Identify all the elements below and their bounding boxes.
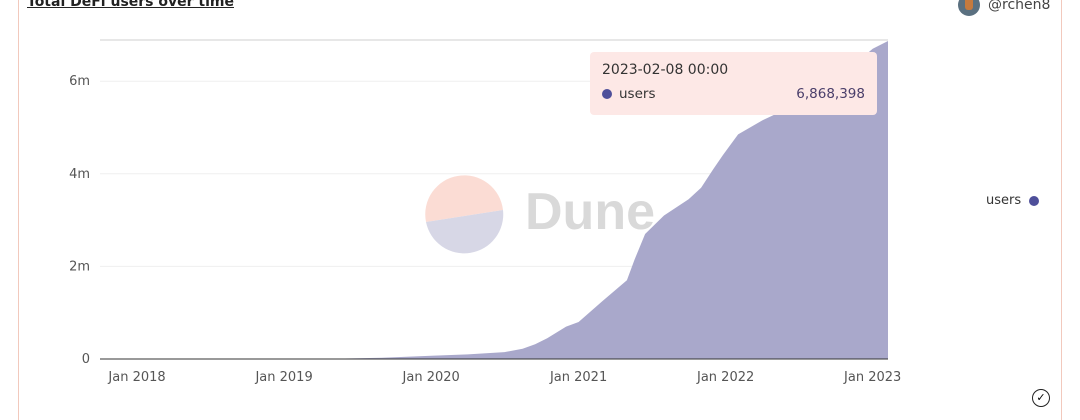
- y-tick-label: 2m: [69, 259, 90, 274]
- tooltip-date: 2023-02-08 00:00: [602, 62, 729, 78]
- tooltip-value: 6,868,398: [796, 86, 865, 102]
- author-name: @rchen8: [988, 0, 1051, 13]
- x-tick-label: Jan 2018: [107, 370, 165, 385]
- x-tick-label: Jan 2020: [402, 370, 460, 385]
- area-chart: 0 2m 4m 6m Jan 2018 Jan 2019 Jan 2020 Jan 2021 J…: [69, 39, 901, 385]
- author[interactable]: @rchen8: [958, 0, 1050, 16]
- avatar: [958, 0, 980, 16]
- check-circle-icon[interactable]: ✓: [1032, 389, 1050, 407]
- chart-title[interactable]: Total DeFi users over time: [27, 0, 234, 10]
- x-tick-label: Jan 2019: [254, 370, 312, 385]
- x-tick-label: Jan 2023: [843, 370, 901, 385]
- y-tick-label: 4m: [69, 167, 90, 182]
- x-tick-label: Jan 2022: [696, 370, 754, 385]
- area-series-users: [100, 41, 888, 359]
- legend-item-users[interactable]: users: [986, 193, 1040, 208]
- watermark-text: Dune: [525, 183, 655, 241]
- chart-card: [18, 0, 1062, 420]
- y-tick-label: 0: [82, 352, 90, 367]
- watermark-logo: [425, 175, 504, 254]
- x-tick-label: Jan 2021: [549, 370, 607, 385]
- series-dot-icon: [602, 89, 612, 99]
- legend-dot-icon: [1029, 195, 1040, 206]
- legend-label: users: [986, 193, 1022, 208]
- tooltip-series: users: [619, 86, 656, 102]
- tooltip: 2023-02-08 00:00 users 6,868,398: [590, 52, 877, 115]
- y-tick-label: 6m: [69, 74, 90, 89]
